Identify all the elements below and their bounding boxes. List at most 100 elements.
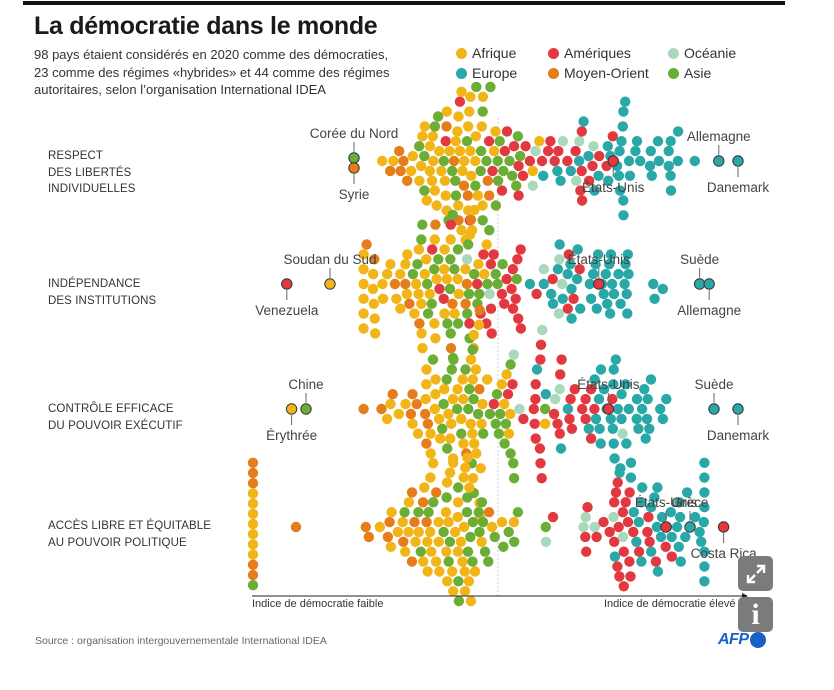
country-dot-moyen-orient: [247, 457, 259, 468]
country-dot-océanie: [554, 254, 565, 265]
country-dot-afrique: [476, 418, 487, 429]
country-dot-europe: [592, 249, 604, 260]
row-label-acces: ACCÈS LIBRE ET ÉQUITABLE AU POUVOIR POLI…: [48, 518, 211, 551]
axis-label-high: Indice de démocratie élevé: [604, 598, 736, 610]
country-dot-asie: [415, 546, 426, 557]
country-dot-amériques: [528, 403, 539, 415]
highlighted-country-dot: [281, 278, 293, 290]
country-dot-afrique: [386, 507, 397, 518]
country-dot-asie: [428, 497, 439, 508]
country-dot-afrique: [441, 106, 452, 117]
country-dot-asie: [512, 507, 524, 518]
country-dot-asie: [445, 328, 456, 339]
country-dot-afrique: [247, 518, 259, 530]
country-dot-amériques: [507, 379, 518, 390]
country-dot-moyen-orient: [417, 497, 429, 508]
country-dot-europe: [645, 502, 657, 513]
country-dot-afrique: [476, 121, 487, 132]
highlighted-country-dot: [660, 521, 672, 533]
country-dot-europe: [630, 145, 641, 157]
country-dot-amériques: [580, 531, 591, 543]
country-dot-europe: [639, 384, 650, 395]
country-dot-amériques: [568, 293, 579, 304]
country-dot-amériques: [535, 458, 546, 469]
country-annotation: États-Unis: [635, 495, 698, 510]
country-dot-moyen-orient: [384, 516, 395, 528]
subtitle-line: 98 pays étaient considérés en 2020 comme…: [34, 47, 389, 62]
country-dot-moyen-orient: [360, 521, 371, 533]
country-dot-moyen-orient: [462, 190, 473, 201]
country-annotation: Danemark: [707, 428, 770, 443]
country-dot-afrique: [426, 175, 438, 186]
country-dot-afrique: [456, 413, 467, 425]
country-dot-moyen-orient: [382, 531, 394, 543]
country-dot-amériques: [515, 244, 526, 255]
afp-logo-dot-icon: [749, 632, 766, 648]
expand-button[interactable]: [738, 556, 773, 591]
country-dot-amériques: [434, 283, 445, 295]
country-dot-moyen-orient: [422, 418, 434, 429]
country-dot-afrique: [413, 288, 424, 300]
country-dot-océanie: [557, 136, 569, 147]
country-annotation: Chine: [288, 377, 323, 392]
highlighted-country-dot: [348, 162, 360, 174]
country-dot-moyen-orient: [247, 478, 259, 489]
country-dot-océanie: [514, 403, 525, 415]
country-dot-amériques: [566, 423, 578, 434]
country-dot-europe: [633, 423, 644, 434]
country-dot-europe: [657, 413, 669, 425]
country-dot-moyen-orient: [406, 487, 418, 498]
country-dot-afrique: [445, 234, 456, 245]
country-dot-europe: [675, 556, 686, 567]
country-dot-amériques: [604, 526, 615, 538]
info-button[interactable]: i: [738, 597, 773, 632]
country-dot-europe: [671, 521, 683, 533]
country-dot-afrique: [453, 288, 464, 300]
country-dot-europe: [562, 403, 574, 415]
country-dot-europe: [622, 249, 633, 260]
country-dot-afrique: [448, 586, 459, 597]
country-dot-asie: [467, 516, 479, 528]
country-dot-amériques: [485, 303, 497, 314]
country-dot-moyen-orient: [407, 389, 418, 400]
country-dot-afrique: [424, 141, 436, 152]
country-dot-amériques: [549, 155, 560, 167]
country-dot-amériques: [547, 511, 559, 523]
country-dot-europe: [554, 239, 565, 250]
country-dot-amériques: [535, 354, 546, 365]
country-dot-asie: [475, 165, 486, 177]
legend-swatch: [548, 47, 559, 59]
country-dot-afrique: [505, 408, 516, 420]
country-dot-amériques: [609, 497, 620, 508]
country-dot-océanie: [589, 521, 600, 533]
country-dot-amériques: [554, 428, 565, 439]
country-dot-europe: [665, 170, 676, 181]
country-dot-asie: [444, 283, 456, 295]
country-dot-afrique: [433, 516, 444, 528]
country-dot-asie: [473, 507, 484, 518]
country-dot-afrique: [439, 175, 451, 186]
country-dot-europe: [694, 526, 705, 538]
country-dot-europe: [618, 195, 629, 206]
expand-icon: [746, 564, 765, 583]
country-dot-amériques: [582, 502, 593, 513]
country-dot-moyen-orient: [405, 408, 417, 420]
country-dot-amériques: [501, 126, 513, 137]
row-label-line: CONTRÔLE EFFICACE: [48, 403, 174, 415]
country-dot-afrique: [467, 428, 478, 439]
highlighted-country-dot: [684, 521, 696, 533]
country-dot-europe: [584, 278, 595, 290]
country-dot-amériques: [574, 264, 585, 275]
country-dot-asie: [419, 185, 430, 196]
country-dot-europe: [699, 457, 710, 468]
country-dot-océanie: [608, 511, 619, 523]
country-dot-asie: [505, 359, 516, 370]
country-dot-afrique: [400, 546, 411, 557]
country-dot-afrique: [409, 308, 420, 319]
country-dot-afrique: [433, 413, 445, 425]
country-dot-europe: [644, 160, 656, 172]
country-dot-asie: [460, 364, 471, 375]
country-dot-europe: [624, 170, 636, 181]
country-dot-asie: [453, 482, 464, 493]
